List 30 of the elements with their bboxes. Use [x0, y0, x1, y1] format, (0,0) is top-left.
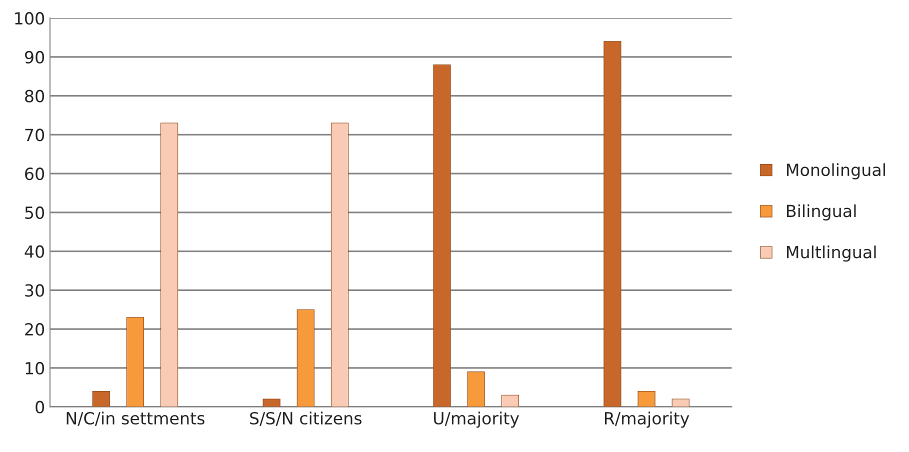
- bar: [467, 372, 485, 407]
- y-tick-label: 50: [25, 206, 44, 220]
- bar: [296, 309, 314, 407]
- x-tick-label: U/majority: [434, 412, 520, 428]
- x-tick-label: R/majority: [604, 412, 690, 428]
- y-tick-label: 100: [15, 12, 44, 25]
- bar: [262, 398, 280, 407]
- x-tick-label: N/C/in settments: [66, 412, 204, 426]
- bar: [92, 390, 110, 407]
- legend-label: Monolingual: [787, 163, 885, 180]
- y-tick-label: 30: [25, 284, 44, 297]
- y-tick-label: 80: [25, 90, 44, 102]
- bar: [160, 122, 178, 407]
- bar: [501, 394, 519, 407]
- y-tick-label: 70: [25, 128, 44, 142]
- y-tick-label: 10: [26, 362, 44, 374]
- bar: [433, 64, 451, 407]
- y-tick-label: 40: [24, 245, 44, 258]
- x-tick-label: S/S/N citizens: [250, 412, 362, 426]
- bar: [126, 317, 144, 407]
- bar: [330, 122, 349, 407]
- bar: [604, 41, 622, 407]
- bar: [638, 390, 656, 407]
- y-tick-label: 90: [24, 50, 44, 64]
- y-tick-label: 0: [36, 400, 44, 414]
- y-tick-label: 20: [25, 323, 44, 336]
- y-tick-label: 60: [25, 168, 44, 180]
- legend-label: Bilingual: [787, 204, 856, 221]
- legend-label: Multlingual: [787, 246, 876, 262]
- bar: [672, 398, 690, 407]
